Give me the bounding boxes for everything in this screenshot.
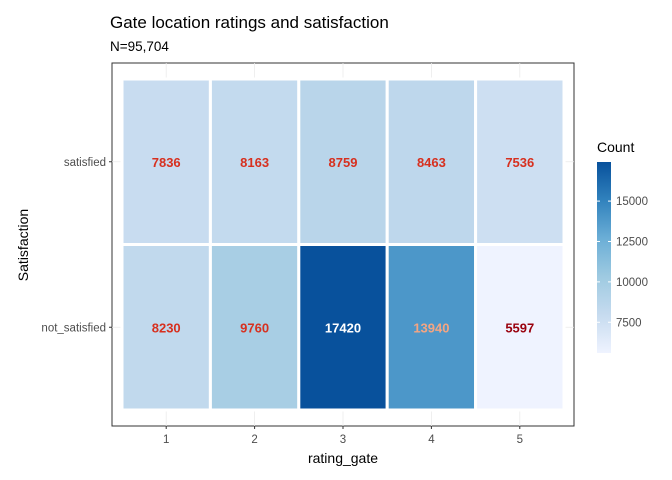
y-tick-label: satisfied (64, 157, 106, 169)
x-axis-title: rating_gate (308, 450, 378, 466)
heatmap-cell-not_satisfied-5 (474, 243, 566, 412)
x-tick-label: 5 (517, 434, 523, 446)
cell-label-satisfied-3: 8759 (329, 155, 358, 170)
heatmap-cell-not_satisfied-3 (297, 243, 389, 412)
y-axis: not_satisfied satisfied (41, 157, 112, 334)
legend-tick-label: 15000 (616, 196, 648, 208)
cell-label-satisfied-2: 8163 (240, 155, 269, 170)
x-tick-label: 2 (251, 434, 257, 446)
x-tick-label: 3 (340, 434, 346, 446)
legend-tick-label: 10000 (616, 277, 648, 289)
cell-label-not_satisfied-2: 9760 (240, 320, 269, 335)
cell-label-satisfied-5: 7536 (505, 155, 534, 170)
heatmap-cell-not_satisfied-1 (120, 243, 212, 412)
y-axis-title: Satisfaction (15, 209, 31, 281)
legend-title: Count (597, 139, 634, 155)
chart-title: Gate location ratings and satisfaction (110, 13, 389, 32)
cell-label-satisfied-4: 8463 (417, 155, 446, 170)
x-tick-label: 1 (163, 434, 169, 446)
legend-tick-label: 12500 (616, 236, 648, 248)
cell-label-not_satisfied-3: 17420 (325, 320, 361, 335)
heatmap-cell-not_satisfied-2 (208, 243, 301, 412)
chart-subtitle: N=95,704 (110, 39, 169, 54)
heatmap-cell-not_satisfied-4 (385, 243, 478, 412)
y-tick-label: not_satisfied (41, 322, 106, 334)
heatmap-cells (120, 77, 566, 412)
cell-label-not_satisfied-4: 13940 (413, 320, 449, 335)
cell-label-satisfied-1: 7836 (152, 155, 181, 170)
heatmap-cell-satisfied-5 (474, 77, 566, 246)
legend-tick-label: 7500 (616, 317, 642, 329)
heatmap-cell-labels: 8230 9760 17420 13940 5597 7836 8163 8759 8463 75… (152, 155, 535, 336)
cell-label-not_satisfied-1: 8230 (152, 320, 181, 335)
color-legend: Count 7500 10000 12500 15000 (597, 139, 648, 353)
cell-label-not_satisfied-5: 5597 (505, 320, 534, 335)
heatmap-cell-satisfied-3 (297, 77, 389, 246)
x-tick-label: 4 (428, 434, 435, 446)
legend-ticks: 7500 10000 12500 15000 (597, 196, 648, 329)
x-axis: 1 2 3 4 5 (163, 426, 523, 446)
legend-colorbar (597, 162, 611, 353)
plot-panel: 8230 9760 17420 13940 5597 7836 8163 8759 8463 75… (111, 62, 575, 427)
